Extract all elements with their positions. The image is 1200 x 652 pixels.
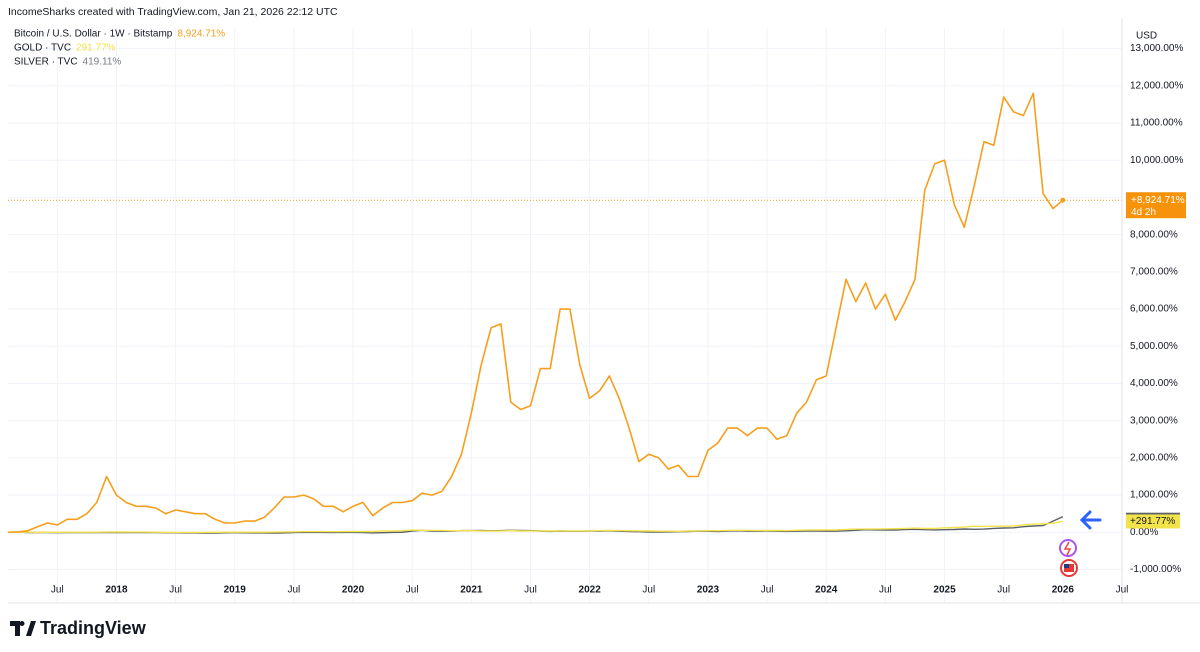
legend-name: GOLD · TVC bbox=[14, 43, 71, 54]
last-value-dot bbox=[1060, 197, 1066, 203]
legend-value: 291.77% bbox=[76, 43, 116, 54]
price-tag-label: +8,924.71% bbox=[1131, 195, 1185, 206]
x-tick-label: Jul bbox=[642, 585, 655, 596]
x-tick-label: 2023 bbox=[697, 585, 720, 596]
header: IncomeSharks created with TradingView.co… bbox=[8, 6, 338, 18]
y-tick-label: 6,000.00% bbox=[1130, 304, 1178, 315]
legend-name: Bitcoin / U.S. Dollar · 1W · Bitstamp bbox=[14, 29, 173, 40]
series-line bbox=[8, 520, 1063, 534]
event-icon[interactable] bbox=[1059, 539, 1077, 557]
brand: TradingView bbox=[40, 618, 147, 638]
x-tick-label: Jul bbox=[997, 585, 1010, 596]
x-tick-label: Jul bbox=[879, 585, 892, 596]
grid bbox=[8, 18, 1123, 603]
legend-name: SILVER · TVC bbox=[14, 57, 78, 68]
unit-bg bbox=[1123, 28, 1200, 44]
x-tick-label: Jul bbox=[51, 585, 64, 596]
price-tag-label: +291.77% bbox=[1130, 516, 1175, 527]
y-tick-label: 5,000.00% bbox=[1130, 341, 1178, 352]
x-tick-label: Jul bbox=[761, 585, 774, 596]
x-axis: Jul 2018 Jul 2019 Jul 2020 Jul 2021 Jul 2022 Jul 20… bbox=[51, 585, 1129, 596]
logo: TradingView bbox=[10, 618, 147, 638]
y-tick-label: 10,000.00% bbox=[1130, 155, 1183, 166]
y-tick-label: 2,000.00% bbox=[1130, 453, 1178, 464]
series-line bbox=[7, 92, 1064, 534]
x-tick-label: 2024 bbox=[815, 585, 838, 596]
y-axis: -1,000.00% 0.00% 1,000.00% 2,000.00% 3,000.0… bbox=[1130, 43, 1183, 575]
event-icon-bolt bbox=[1063, 541, 1072, 556]
y-tick-label: 13,000.00% bbox=[1130, 43, 1183, 54]
price-tags: +291.77% +8,924.71%4d 2h bbox=[1126, 192, 1186, 529]
countdown: 4d 2h bbox=[1131, 207, 1156, 218]
price-tag bbox=[1126, 514, 1180, 529]
x-tick-label: Jul bbox=[406, 585, 419, 596]
legend-value: 419.11% bbox=[83, 57, 122, 68]
x-tick-label: Jul bbox=[1116, 585, 1129, 596]
x-tick-label: 2021 bbox=[460, 585, 483, 596]
y-tick-label: 8,000.00% bbox=[1130, 229, 1178, 240]
flag-icon-canton bbox=[1064, 564, 1069, 568]
y-tick-label: 1,000.00% bbox=[1130, 490, 1178, 501]
y-tick-label: -1,000.00% bbox=[1130, 564, 1181, 575]
x-tick-label: Jul bbox=[169, 585, 182, 596]
x-tick-label: 2026 bbox=[1052, 585, 1075, 596]
x-tick-label: 2022 bbox=[579, 585, 602, 596]
logo-mark bbox=[10, 621, 36, 636]
y-tick-label: 7,000.00% bbox=[1130, 266, 1178, 277]
lines bbox=[7, 92, 1122, 534]
x-tick-label: 2025 bbox=[933, 585, 956, 596]
y-tick-label: 11,000.00% bbox=[1130, 118, 1183, 129]
x-tick-label: 2018 bbox=[105, 585, 128, 596]
y-tick-label: 12,000.00% bbox=[1130, 80, 1183, 91]
x-tick-label: Jul bbox=[524, 585, 537, 596]
price-tag bbox=[1126, 192, 1186, 219]
legend: Bitcoin / U.S. Dollar · 1W · Bitstamp 8,9… bbox=[14, 29, 225, 68]
y-tick-label: 3,000.00% bbox=[1130, 415, 1178, 426]
x-tick-label: 2020 bbox=[342, 585, 365, 596]
y-tick-label: 0.00% bbox=[1130, 527, 1158, 538]
header-bg bbox=[0, 0, 1122, 28]
axis-unit: USD bbox=[1136, 31, 1157, 42]
y-tick-label: 4,000.00% bbox=[1130, 378, 1178, 389]
legend-value: 8,924.71% bbox=[177, 29, 225, 40]
x-tick-label: Jul bbox=[287, 585, 300, 596]
x-tick-label: 2019 bbox=[224, 585, 247, 596]
arrow-icon bbox=[1079, 510, 1102, 530]
